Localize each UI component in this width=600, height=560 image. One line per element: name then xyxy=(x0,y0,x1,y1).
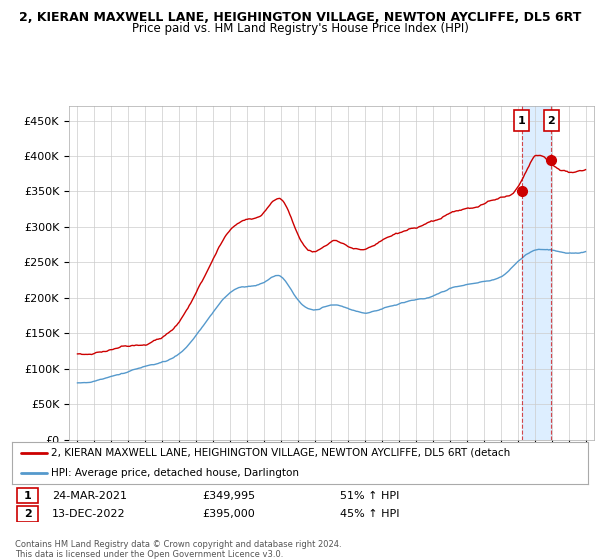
FancyBboxPatch shape xyxy=(544,110,559,131)
Text: 2: 2 xyxy=(547,115,555,125)
Text: 1: 1 xyxy=(23,491,31,501)
Text: 51% ↑ HPI: 51% ↑ HPI xyxy=(340,491,400,501)
Text: £349,995: £349,995 xyxy=(202,491,255,501)
Text: Contains HM Land Registry data © Crown copyright and database right 2024.
This d: Contains HM Land Registry data © Crown c… xyxy=(15,540,341,559)
Text: 2, KIERAN MAXWELL LANE, HEIGHINGTON VILLAGE, NEWTON AYCLIFFE, DL5 6RT: 2, KIERAN MAXWELL LANE, HEIGHINGTON VILL… xyxy=(19,11,581,24)
FancyBboxPatch shape xyxy=(17,488,38,503)
Text: HPI: Average price, detached house, Darlington: HPI: Average price, detached house, Darl… xyxy=(51,468,299,478)
Text: Price paid vs. HM Land Registry's House Price Index (HPI): Price paid vs. HM Land Registry's House … xyxy=(131,22,469,35)
Text: 2: 2 xyxy=(23,509,31,519)
Text: 13-DEC-2022: 13-DEC-2022 xyxy=(52,509,126,519)
FancyBboxPatch shape xyxy=(17,506,38,521)
Bar xyxy=(521,106,551,440)
Text: 45% ↑ HPI: 45% ↑ HPI xyxy=(340,509,400,519)
Text: £395,000: £395,000 xyxy=(202,509,255,519)
Text: 2, KIERAN MAXWELL LANE, HEIGHINGTON VILLAGE, NEWTON AYCLIFFE, DL5 6RT (detach: 2, KIERAN MAXWELL LANE, HEIGHINGTON VILL… xyxy=(51,448,511,458)
Text: 1: 1 xyxy=(518,115,526,125)
Text: 24-MAR-2021: 24-MAR-2021 xyxy=(52,491,127,501)
FancyBboxPatch shape xyxy=(514,110,529,131)
